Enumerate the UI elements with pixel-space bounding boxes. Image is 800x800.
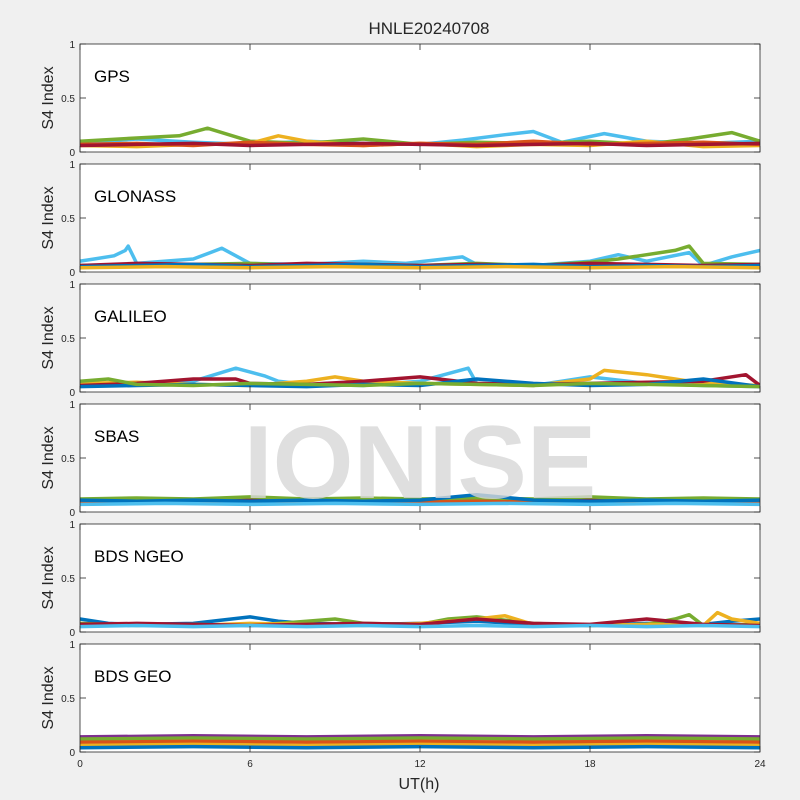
panel-5: 0 0.5 1 0 6 12 18 24 S4 Index BDS GEO <box>40 640 766 770</box>
series-line <box>80 739 760 745</box>
series-line <box>80 492 760 503</box>
y-axis-label: S4 Index <box>40 66 57 129</box>
plot-area <box>80 404 760 512</box>
y-tick-label: 0.5 <box>61 694 75 705</box>
series-line <box>80 501 760 507</box>
panel-label: BDS NGEO <box>94 547 184 566</box>
x-tick-label: 12 <box>414 759 426 770</box>
x-tick-label: 0 <box>77 759 83 770</box>
panel-label: GLONASS <box>94 187 176 206</box>
x-tick-label: 24 <box>754 759 766 770</box>
y-tick-label: 1 <box>69 640 75 651</box>
x-tick-label: 18 <box>584 759 596 770</box>
y-axis-label: S4 Index <box>40 186 57 249</box>
series-line <box>80 736 760 741</box>
y-tick-label: 0.5 <box>61 94 75 105</box>
panel-0: 0 0.5 1 S4 Index GPS <box>40 40 761 159</box>
y-tick-label: 0.5 <box>61 214 75 225</box>
y-tick-label: 1 <box>69 280 75 291</box>
series-line <box>80 734 760 739</box>
y-tick-label: 1 <box>69 40 75 51</box>
y-tick-label: 0.5 <box>61 574 75 585</box>
y-tick-label: 0 <box>69 268 75 279</box>
panel-4: 0 0.5 1 S4 Index BDS NGEO <box>40 520 761 639</box>
y-tick-label: 0 <box>69 748 75 759</box>
y-tick-label: 1 <box>69 160 75 171</box>
plot-area <box>80 164 760 272</box>
y-tick-label: 0 <box>69 388 75 399</box>
series-line <box>80 617 760 628</box>
series-group <box>80 366 760 389</box>
y-axis-label: S4 Index <box>40 666 57 729</box>
y-tick-label: 1 <box>69 520 75 531</box>
series-line <box>80 141 760 148</box>
panel-label: GPS <box>94 67 130 86</box>
y-tick-label: 0 <box>69 628 75 639</box>
plot-area <box>80 44 760 152</box>
y-axis-label: S4 Index <box>40 546 57 609</box>
figure-title: HNLE20240708 <box>369 19 490 38</box>
series-group <box>80 734 760 750</box>
panel-2: 0 0.5 1 S4 Index GALILEO <box>40 280 761 399</box>
panel-label: BDS GEO <box>94 667 171 686</box>
plot-area <box>80 524 760 632</box>
panel-label: GALILEO <box>94 307 167 326</box>
plot-area <box>80 644 760 752</box>
series-group <box>80 610 760 629</box>
panel-3: 0 0.5 1 S4 Index SBAS <box>40 400 761 519</box>
y-axis-label: S4 Index <box>40 306 57 369</box>
panel-1: 0 0.5 1 S4 Index GLONASS <box>40 160 761 279</box>
y-tick-label: 0 <box>69 508 75 519</box>
x-axis-label: UT(h) <box>399 776 440 793</box>
series-group <box>80 492 760 507</box>
series-group <box>80 126 760 149</box>
series-line <box>80 377 760 389</box>
panel-label: SBAS <box>94 427 139 446</box>
y-tick-label: 0.5 <box>61 454 75 465</box>
panels: 0 0.5 1 S4 Index GPS 0 0.5 1 S4 Index GLONASS 0 0.5… <box>40 40 766 770</box>
series-line <box>80 742 760 748</box>
y-axis-label: S4 Index <box>40 426 57 489</box>
y-tick-label: 1 <box>69 400 75 411</box>
y-tick-label: 0.5 <box>61 334 75 345</box>
y-tick-label: 0 <box>69 148 75 159</box>
series-line <box>80 244 760 268</box>
watermark: IONISE <box>244 405 597 521</box>
x-tick-label: 6 <box>247 759 253 770</box>
